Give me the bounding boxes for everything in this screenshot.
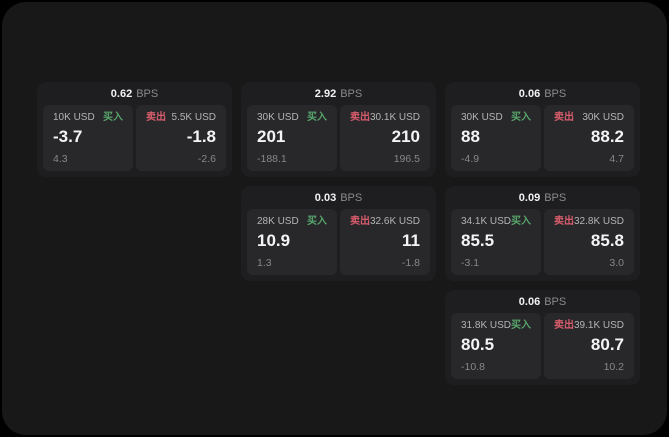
- sell-price: -1.8: [186, 127, 216, 146]
- spread-value: 0.62: [110, 87, 133, 100]
- buy-side-label: 买入: [307, 112, 327, 123]
- sell-quote-tile[interactable]: 卖出 30.1K USD 210 196.5: [340, 105, 430, 171]
- buy-side-label: 买入: [511, 216, 532, 227]
- sell-price: 11: [402, 231, 420, 250]
- sell-price: 80.7: [590, 335, 624, 354]
- sell-price: 85.8: [590, 231, 624, 250]
- buy-amount: 10K USD: [53, 112, 95, 123]
- spread-unit-label: BPS: [340, 191, 363, 204]
- spread-value: 2.92: [314, 87, 337, 100]
- spread-unit-label: BPS: [340, 87, 363, 100]
- buy-delta: 1.3: [257, 257, 272, 269]
- sell-quote-tile[interactable]: 卖出 5.5K USD -1.8 -2.6: [136, 105, 226, 171]
- buy-quote-tile[interactable]: 28K USD 买入 10.9 1.3: [247, 209, 337, 275]
- sell-side-label: 卖出: [554, 216, 574, 227]
- buy-delta: -3.1: [461, 257, 480, 269]
- buy-delta: -10.8: [461, 361, 485, 373]
- sell-side-label: 卖出: [350, 216, 370, 227]
- spread-header: 0.62 BPS: [37, 82, 232, 105]
- buy-side-label: 买入: [511, 320, 532, 331]
- sell-delta: -1.8: [401, 257, 420, 269]
- spread-unit-label: BPS: [544, 87, 567, 100]
- sell-amount: 30K USD: [582, 112, 624, 123]
- buy-price: 10.9: [257, 231, 291, 250]
- buy-price: 80.5: [461, 335, 495, 354]
- spread-value: 0.06: [518, 87, 541, 100]
- spread-header: 0.03 BPS: [241, 186, 436, 209]
- spread-unit-label: BPS: [544, 191, 567, 204]
- sell-amount: 32.6K USD: [370, 216, 421, 227]
- buy-quote-tile[interactable]: 30K USD 买入 201 -188.1: [247, 105, 337, 171]
- quote-card-5: 0.09 BPS 34.1K USD 买入 85.5 -3.1 卖出 32.8K…: [445, 186, 640, 281]
- buy-quote-tile[interactable]: 34.1K USD 买入 85.5 -3.1: [451, 209, 541, 275]
- quote-card-4: 0.03 BPS 28K USD 买入 10.9 1.3 卖出 32.6K US…: [241, 186, 436, 281]
- buy-amount: 30K USD: [257, 112, 299, 123]
- spread-header: 2.92 BPS: [241, 82, 436, 105]
- buy-side-label: 买入: [307, 216, 327, 227]
- spread-header: 0.06 BPS: [445, 290, 640, 313]
- sell-price: 88.2: [590, 127, 624, 146]
- sell-delta: 3.0: [609, 257, 624, 269]
- sell-amount: 39.1K USD: [574, 320, 625, 331]
- sell-side-label: 卖出: [146, 112, 166, 123]
- spread-value: 0.06: [518, 295, 541, 308]
- buy-delta: 4.3: [53, 153, 68, 165]
- sell-amount: 32.8K USD: [574, 216, 625, 227]
- buy-quote-tile[interactable]: 30K USD 买入 88 -4.9: [451, 105, 541, 171]
- buy-amount: 34.1K USD: [461, 216, 512, 227]
- buy-price: 88: [461, 127, 480, 146]
- buy-side-label: 买入: [511, 112, 531, 123]
- sell-quote-tile[interactable]: 卖出 32.8K USD 85.8 3.0: [544, 209, 634, 275]
- buy-amount: 30K USD: [461, 112, 503, 123]
- sell-quote-tile[interactable]: 卖出 32.6K USD 11 -1.8: [340, 209, 430, 275]
- sell-side-label: 卖出: [554, 320, 574, 331]
- sell-delta: 4.7: [609, 153, 624, 165]
- buy-delta: -188.1: [257, 153, 287, 165]
- sell-delta: -2.6: [197, 153, 216, 165]
- buy-delta: -4.9: [461, 153, 480, 165]
- quote-card-1: 0.62 BPS 10K USD 买入 -3.7 4.3 卖出 5.5K USD…: [37, 82, 232, 177]
- sell-side-label: 卖出: [350, 112, 370, 123]
- sell-side-label: 卖出: [554, 112, 574, 123]
- sell-delta: 10.2: [603, 361, 624, 373]
- sell-amount: 5.5K USD: [171, 112, 216, 123]
- sell-quote-tile[interactable]: 卖出 30K USD 88.2 4.7: [544, 105, 634, 171]
- quote-card-2: 2.92 BPS 30K USD 买入 201 -188.1 卖出 30.1K …: [241, 82, 436, 177]
- sell-delta: 196.5: [393, 153, 420, 165]
- sell-amount: 30.1K USD: [370, 112, 421, 123]
- spread-header: 0.06 BPS: [445, 82, 640, 105]
- buy-price: -3.7: [53, 127, 83, 146]
- quote-card-6: 0.06 BPS 31.8K USD 买入 80.5 -10.8 卖出 39.1…: [445, 290, 640, 385]
- spread-value: 0.09: [518, 191, 541, 204]
- sell-quote-tile[interactable]: 卖出 39.1K USD 80.7 10.2: [544, 313, 634, 379]
- spread-header: 0.09 BPS: [445, 186, 640, 209]
- buy-amount: 31.8K USD: [461, 320, 512, 331]
- sell-price: 210: [391, 127, 420, 146]
- buy-side-label: 买入: [103, 112, 123, 123]
- spread-unit-label: BPS: [136, 87, 159, 100]
- buy-quote-tile[interactable]: 31.8K USD 买入 80.5 -10.8: [451, 313, 541, 379]
- buy-price: 85.5: [461, 231, 495, 250]
- quote-card-3: 0.06 BPS 30K USD 买入 88 -4.9 卖出 30K USD 8…: [445, 82, 640, 177]
- spread-value: 0.03: [314, 191, 337, 204]
- buy-price: 201: [257, 127, 286, 146]
- buy-amount: 28K USD: [257, 216, 299, 227]
- spread-unit-label: BPS: [544, 295, 567, 308]
- buy-quote-tile[interactable]: 10K USD 买入 -3.7 4.3: [43, 105, 133, 171]
